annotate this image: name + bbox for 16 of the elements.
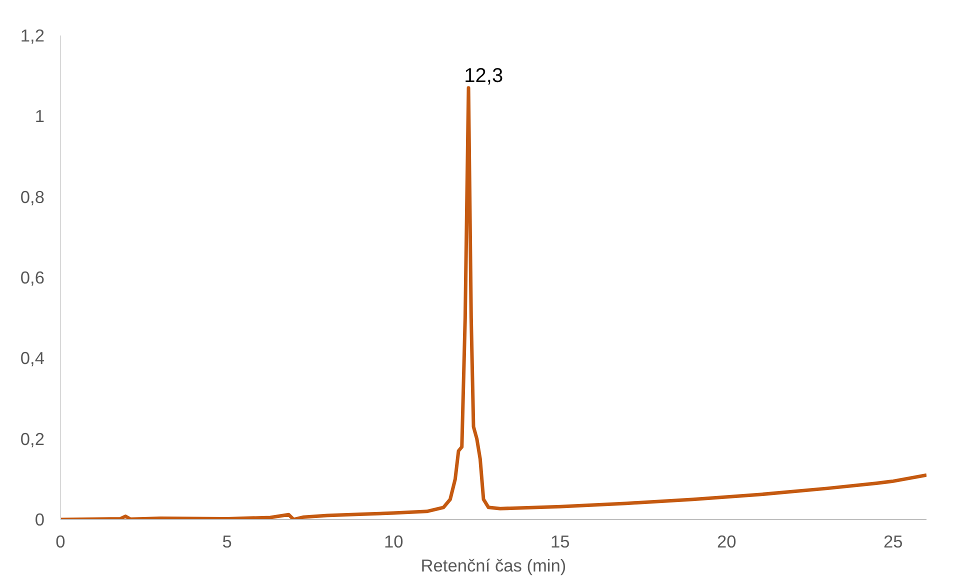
x-tick-label: 10 [384,532,404,552]
y-tick-label: 0 [34,510,45,530]
x-axis-title: Retenční čas (min) [420,556,566,576]
y-tick-label: 0,2 [20,428,45,449]
x-tick-label: 0 [56,532,66,552]
annotation: 12,3 [464,64,504,87]
y-tick-label: 1,2 [20,26,45,46]
line-series [60,86,926,520]
x-tick-label: 20 [717,532,736,552]
x-tick-label: 15 [550,532,570,552]
x-tick-label: 25 [884,532,903,552]
x-tick-label: 5 [222,532,232,552]
y-tick-label: 0,6 [20,268,45,288]
y-tick-label: 0,8 [20,186,45,207]
y-tick-label: 1 [34,106,45,126]
y-tick-label: 0,4 [20,348,45,368]
